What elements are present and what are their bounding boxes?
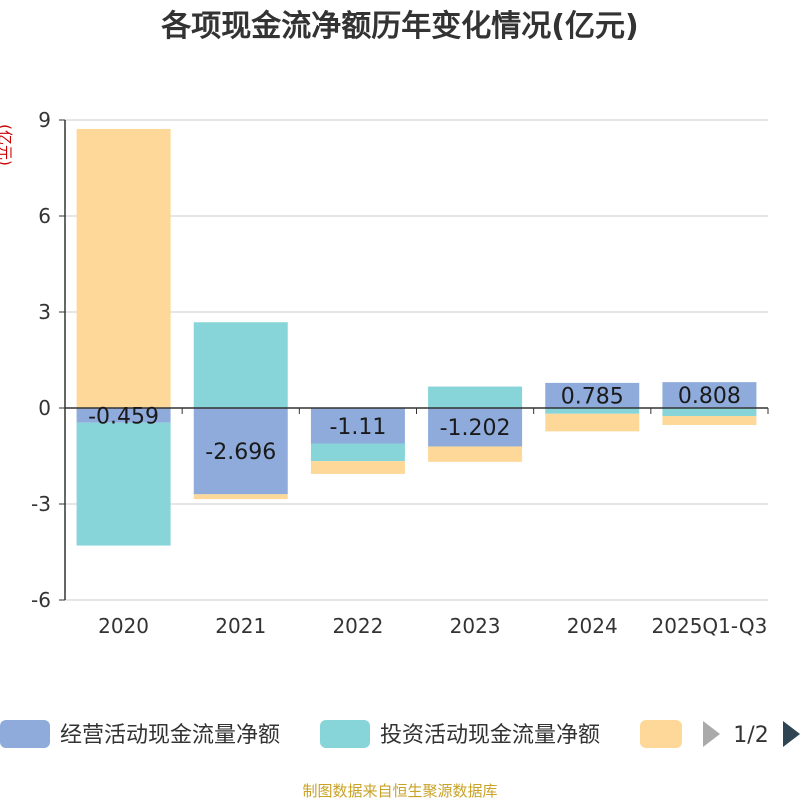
bar-financing-2025Q1-Q3[interactable] <box>662 416 757 425</box>
data-labels: -0.459 -2.696 -1.11 -1.202 0.785 0.808 <box>88 384 741 465</box>
legend-prev-page-icon[interactable] <box>703 721 720 747</box>
x-tick-label: 2020 <box>98 614 149 638</box>
y-tick-label: -3 <box>31 492 51 516</box>
chart-title: 各项现金流净额历年变化情况(亿元) <box>160 9 638 44</box>
legend-swatch-financing[interactable] <box>640 720 682 748</box>
x-tick-label: 2024 <box>567 614 618 638</box>
data-label-2021: -2.696 <box>205 440 276 465</box>
bar-financing-2021[interactable] <box>193 494 288 500</box>
y-tick-label: 6 <box>38 204 51 228</box>
y-tick-label: -6 <box>31 588 51 612</box>
bar-investing-2023[interactable] <box>428 386 523 408</box>
bar-operating-2021[interactable] <box>193 408 288 495</box>
legend-next-page-icon[interactable] <box>783 721 800 747</box>
data-label-2025Q1-Q3: 0.808 <box>678 384 741 409</box>
x-tick-label: 2023 <box>450 614 501 638</box>
y-tick-labels: 9 6 3 0 -3 -6 <box>31 108 65 612</box>
bar-operating-2025Q1-Q3[interactable] <box>662 382 757 408</box>
bar-financing-2022[interactable] <box>310 461 405 474</box>
bar-operating-2022[interactable] <box>310 408 405 444</box>
y-tick-label: 3 <box>38 300 51 324</box>
x-tick-label: 2025Q1-Q3 <box>652 614 768 638</box>
x-tick-label: 2021 <box>215 614 266 638</box>
legend: 经营活动现金流量净额 投资活动现金流量净额 1/2 <box>0 720 800 748</box>
data-label-2024: 0.785 <box>561 384 624 409</box>
bar-investing-2020[interactable] <box>76 422 171 546</box>
source-note: 制图数据来自恒生聚源数据库 <box>302 782 497 800</box>
bar-investing-2022[interactable] <box>310 443 405 462</box>
legend-label-investing[interactable]: 投资活动现金流量净额 <box>380 723 600 748</box>
legend-page-indicator: 1/2 <box>733 723 768 748</box>
y-axis-unit: (亿元) <box>0 124 14 166</box>
bars <box>76 128 757 546</box>
y-tick-label: 0 <box>38 396 51 420</box>
x-tick-labels: 2020 2021 2022 2023 2024 2025Q1-Q3 <box>98 614 767 638</box>
data-label-2023: -1.202 <box>440 416 511 441</box>
bar-operating-2024[interactable] <box>545 382 640 408</box>
legend-label-operating[interactable]: 经营活动现金流量净额 <box>60 723 280 748</box>
bar-financing-2023[interactable] <box>428 446 523 462</box>
bar-financing-2020[interactable] <box>76 128 171 408</box>
data-label-2022: -1.11 <box>329 415 386 440</box>
x-tick-label: 2022 <box>332 614 383 638</box>
axes <box>64 120 769 600</box>
bar-financing-2024[interactable] <box>545 413 640 432</box>
bar-operating-2020[interactable] <box>76 408 171 423</box>
data-label-2020: -0.459 <box>88 404 159 429</box>
y-tick-label: 9 <box>38 108 51 132</box>
bar-investing-2024[interactable] <box>545 408 640 414</box>
bar-investing-2021[interactable] <box>193 322 288 408</box>
bar-investing-2025Q1-Q3[interactable] <box>662 408 757 416</box>
legend-swatch-investing[interactable] <box>320 720 370 748</box>
legend-swatch-operating[interactable] <box>0 720 50 748</box>
bar-operating-2023[interactable] <box>428 408 523 447</box>
